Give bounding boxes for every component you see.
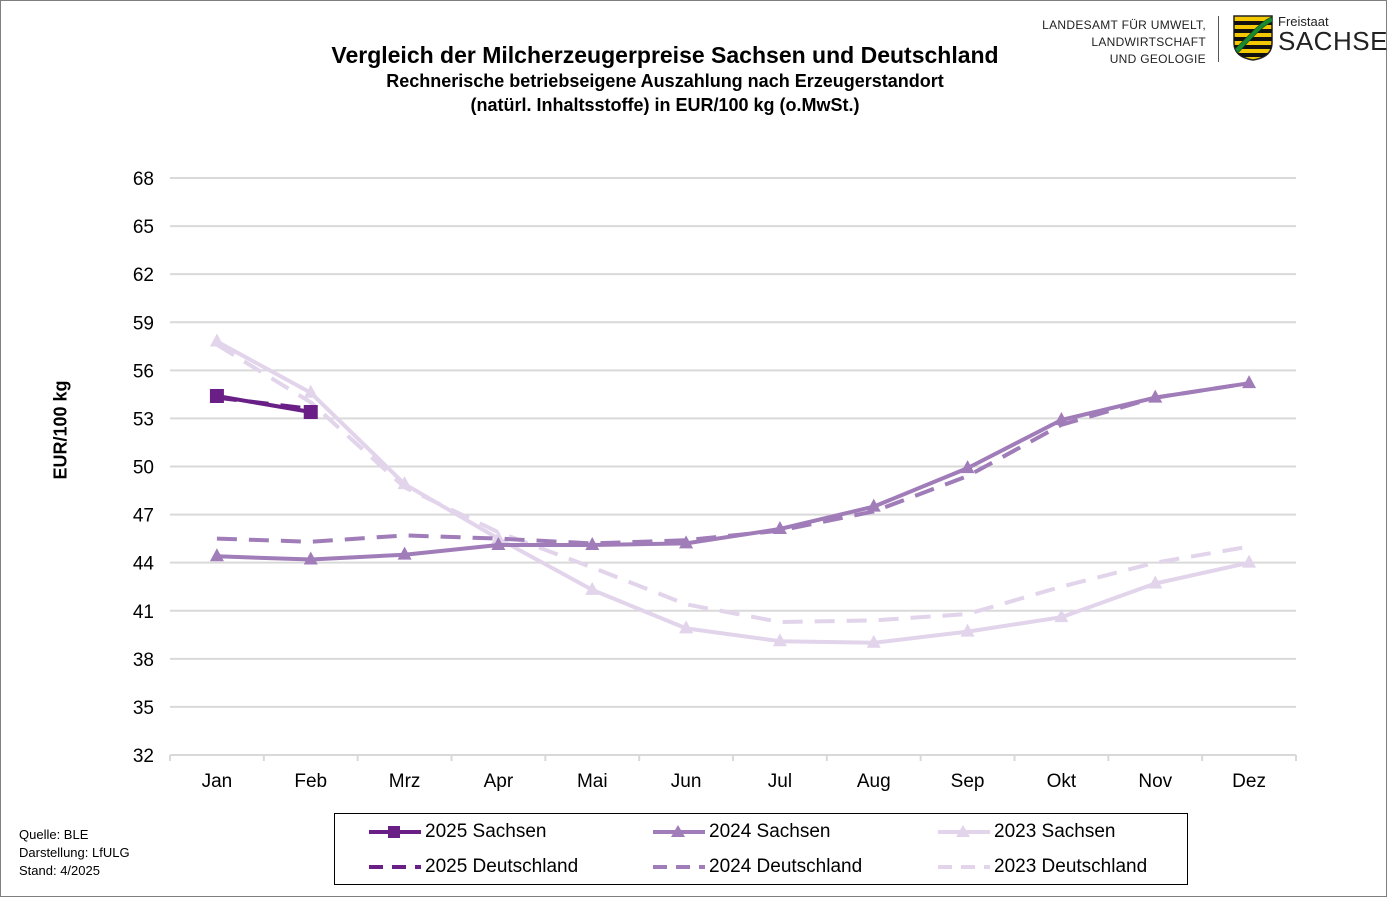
legend-swatch-2025-sachsen [369, 826, 421, 838]
agency-name-line2: LANDWIRTSCHAFT [1091, 35, 1206, 49]
legend-swatch-2024-deutschland [653, 865, 705, 869]
y-axis-title: EUR/100 kg [50, 380, 71, 480]
y-tick-label-62: 62 [133, 265, 154, 286]
point-2024-sachsen-jun [679, 535, 694, 549]
x-tick-label-sep: Sep [951, 771, 985, 792]
y-tick-label-38: 38 [133, 650, 154, 671]
source-note: Quelle: BLE Darstellung: LfULG Stand: 4/… [19, 826, 130, 880]
point-2024-sachsen-aug [866, 498, 881, 512]
series-line-2025-deutschland [216, 395, 312, 411]
source-line: Quelle: BLE [19, 827, 89, 842]
x-tick-label-apr: Apr [484, 771, 514, 792]
y-tick-label-56: 56 [133, 361, 154, 382]
point-2023-sachsen-nov [1148, 575, 1163, 589]
x-tick-label-feb: Feb [294, 771, 327, 792]
legend-swatch-2023-deutschland [938, 865, 990, 869]
x-tick-label-nov: Nov [1138, 771, 1172, 792]
state-name: Freistaat SACHSEN [1278, 15, 1387, 54]
point-2023-sachsen-mai [585, 581, 600, 595]
agency-name-line1: LANDESAMT FÜR UMWELT, [1042, 18, 1206, 32]
point-2023-sachsen-feb [303, 384, 318, 398]
point-2023-sachsen-okt [1054, 609, 1069, 623]
series-line-2023-deutschland [215, 342, 1250, 624]
y-tick-label-47: 47 [133, 506, 154, 527]
point-2024-sachsen-apr [491, 537, 506, 551]
series-line-2023-sachsen [215, 339, 1250, 645]
logo-divider [1218, 16, 1219, 62]
chart-subtitle-line1: Rechnerische betriebseigene Auszahlung n… [386, 71, 944, 91]
legend-item-2023-deutschland: 2023 Deutschland [936, 855, 1147, 879]
point-2024-sachsen-jan [209, 548, 224, 562]
legend-label-2024-sachsen: 2024 Sachsen [709, 821, 831, 842]
legend-label-2025-deutschland: 2025 Deutschland [425, 856, 579, 877]
chart-subtitle-line2: (natürl. Inhaltsstoffe) in EUR/100 kg (o… [470, 95, 860, 115]
chart-title-block: Vergleich der Milcherzeugerpreise Sachse… [160, 42, 1170, 117]
point-2024-sachsen-mai [585, 537, 600, 551]
state-name-small: Freistaat [1278, 14, 1329, 29]
chart-title: Vergleich der Milcherzeugerpreise Sachse… [331, 42, 999, 68]
x-tick-label-dez: Dez [1232, 771, 1266, 792]
x-tick-label-jun: Jun [671, 771, 702, 792]
y-tick-label-32: 32 [133, 746, 154, 767]
y-tick-label-53: 53 [133, 409, 154, 430]
legend-label-2023-deutschland: 2023 Deutschland [994, 856, 1148, 877]
point-2023-sachsen-jan [209, 333, 224, 347]
legend-swatch-2023-sachsen [938, 825, 990, 837]
saxony-coat-of-arms-icon [1233, 15, 1273, 61]
point-2023-sachsen-jul [772, 633, 787, 647]
legend-swatch-2025-deutschland [369, 865, 421, 869]
x-tick-label-okt: Okt [1047, 771, 1077, 792]
legend-item-2024-sachsen: 2024 Sachsen [651, 820, 831, 844]
series-line-2024-deutschland [216, 381, 1250, 546]
x-tick-label-mrz: Mrz [389, 771, 421, 792]
point-2023-sachsen-sep [960, 623, 975, 637]
date-line: Stand: 4/2025 [19, 863, 100, 878]
legend-label-2024-deutschland: 2024 Deutschland [709, 856, 863, 877]
point-2024-sachsen-dez [1242, 375, 1257, 389]
x-tick-label-jul: Jul [768, 771, 792, 792]
series-line-2024-sachsen [216, 381, 1250, 562]
y-tick-label-35: 35 [133, 698, 154, 719]
made-by-line: Darstellung: LfULG [19, 845, 130, 860]
legend-swatch-2024-sachsen [653, 825, 705, 837]
y-tick-label-41: 41 [133, 602, 154, 623]
legend-item-2025-deutschland: 2025 Deutschland [367, 855, 578, 879]
agency-name-line3: UND GEOLOGIE [1109, 52, 1206, 66]
x-tick-label-aug: Aug [857, 771, 891, 792]
point-2023-sachsen-jun [679, 620, 694, 634]
legend-item-2025-sachsen: 2025 Sachsen [367, 820, 547, 844]
point-2025-sachsen-jan [209, 388, 224, 403]
point-2025-sachsen-feb [303, 405, 318, 420]
y-tick-label-68: 68 [133, 169, 154, 190]
legend-label-2025-sachsen: 2025 Sachsen [425, 821, 547, 842]
point-2023-sachsen-aug [866, 634, 881, 648]
point-2024-sachsen-feb [303, 551, 318, 565]
x-tick-label-jan: Jan [202, 771, 233, 792]
legend-item-2024-deutschland: 2024 Deutschland [651, 855, 862, 879]
y-tick-label-65: 65 [133, 217, 154, 238]
legend-item-2023-sachsen: 2023 Sachsen [936, 820, 1116, 844]
chart-legend: 2025 Sachsen 2024 Sachsen 2023 Sachsen 2… [334, 813, 1188, 885]
point-2023-sachsen-dez [1242, 554, 1257, 568]
y-tick-label-50: 50 [133, 458, 154, 479]
y-tick-label-44: 44 [133, 554, 155, 575]
point-2024-sachsen-sep [960, 460, 975, 474]
point-2024-sachsen-mrz [397, 546, 412, 560]
state-name-big: SACHSEN [1278, 26, 1387, 56]
y-tick-label-59: 59 [133, 313, 154, 334]
agency-name: LANDESAMT FÜR UMWELT, LANDWIRTSCHAFT UND… [1018, 17, 1206, 68]
legend-label-2023-sachsen: 2023 Sachsen [994, 821, 1116, 842]
x-tick-label-mai: Mai [577, 771, 608, 792]
